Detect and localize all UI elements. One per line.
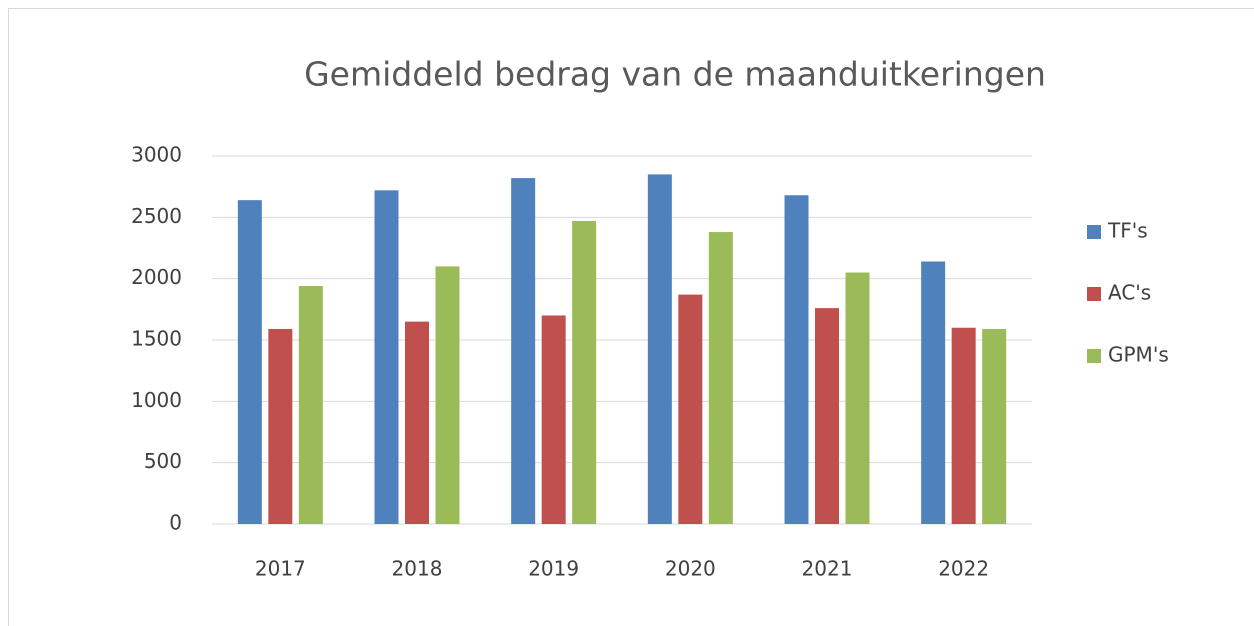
x-tick-label: 2022 (938, 557, 989, 581)
bar (435, 266, 460, 524)
y-tick-label: 0 (169, 511, 182, 535)
y-tick-label: 2500 (131, 204, 182, 228)
bar (237, 200, 262, 524)
x-tick-label: 2018 (392, 557, 443, 581)
legend-label: TF's (1107, 219, 1148, 243)
x-tick-label: 2019 (528, 557, 579, 581)
bar (572, 221, 597, 524)
legend-label: GPM's (1108, 343, 1169, 367)
x-tick-label: 2017 (255, 557, 306, 581)
chart-border (8, 8, 1254, 626)
bar (951, 327, 976, 524)
bar (678, 294, 703, 524)
legend-swatch (1087, 287, 1101, 301)
bar (815, 308, 839, 524)
bar (374, 190, 399, 524)
legend-swatch (1087, 225, 1101, 239)
bar (982, 328, 1007, 524)
bar (784, 195, 809, 524)
y-tick-label: 1000 (131, 388, 182, 412)
y-tick-label: 3000 (131, 143, 182, 167)
bar (845, 272, 870, 524)
bar (708, 232, 733, 524)
bar (511, 178, 536, 524)
x-tick-label: 2021 (802, 557, 853, 581)
bar (268, 328, 293, 524)
legend-swatch (1087, 349, 1101, 363)
x-tick-label: 2020 (665, 557, 716, 581)
bar (541, 315, 566, 524)
bar (405, 321, 429, 524)
y-tick-label: 1500 (131, 327, 182, 351)
bar (298, 286, 323, 524)
y-tick-label: 2000 (131, 265, 182, 289)
chart-title: Gemiddeld bedrag van de maanduitkeringen (304, 55, 1046, 94)
bar (647, 174, 672, 524)
bar (921, 261, 946, 524)
legend-label: AC's (1108, 281, 1151, 305)
y-tick-label: 500 (144, 449, 182, 473)
